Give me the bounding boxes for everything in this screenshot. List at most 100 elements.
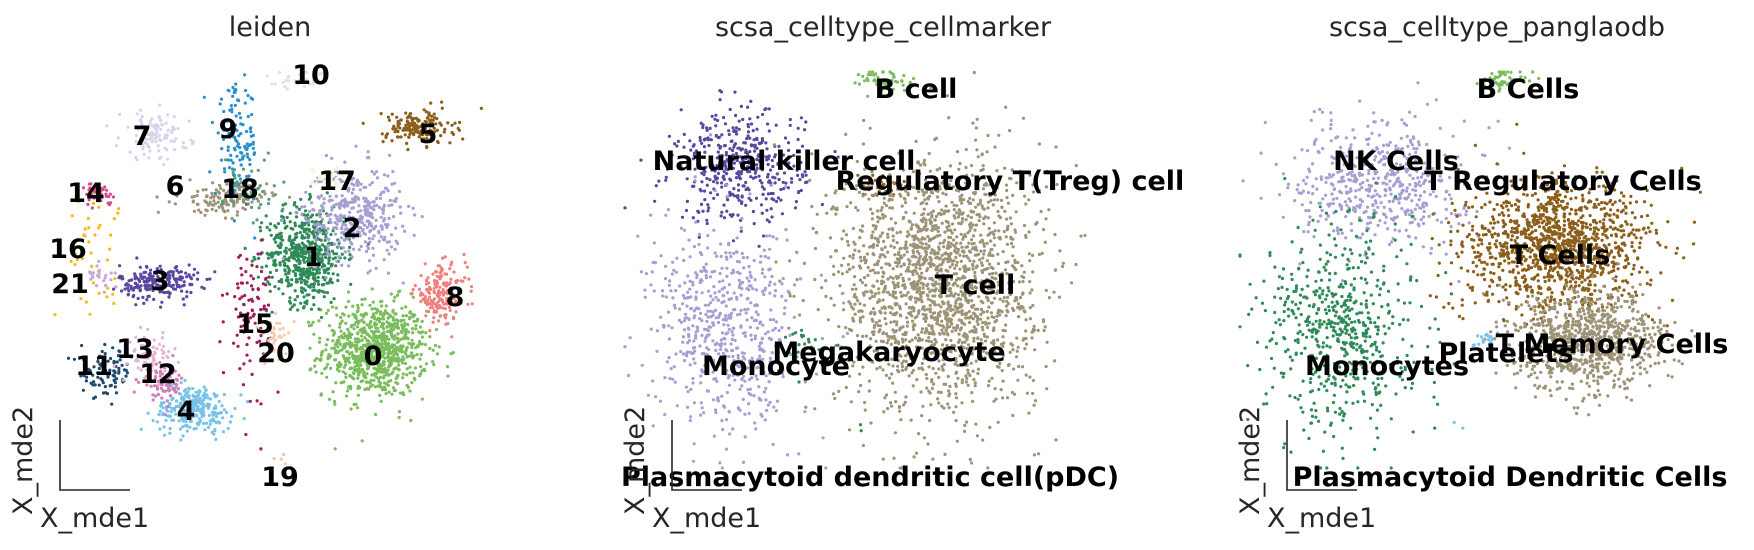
data-point	[171, 126, 175, 130]
data-point	[238, 158, 242, 162]
data-point	[107, 203, 112, 207]
data-point	[127, 289, 131, 293]
data-point	[1030, 288, 1034, 292]
data-point	[306, 218, 310, 223]
data-point	[292, 253, 296, 257]
data-point	[170, 406, 174, 410]
data-point	[84, 300, 88, 304]
data-point	[871, 268, 875, 272]
data-point	[992, 243, 997, 247]
cluster-label-8: 8	[446, 282, 465, 313]
data-point	[83, 227, 87, 231]
data-point	[889, 244, 893, 248]
data-point	[245, 343, 249, 347]
data-point	[375, 176, 380, 180]
data-point	[334, 351, 338, 355]
data-point	[161, 344, 165, 348]
data-point	[412, 125, 416, 129]
data-point	[902, 253, 906, 257]
data-point	[968, 259, 972, 263]
data-point	[787, 326, 791, 330]
data-point	[320, 225, 324, 229]
data-point	[299, 289, 304, 293]
data-point	[915, 451, 919, 455]
data-point	[314, 370, 318, 374]
data-point	[369, 319, 373, 324]
data-point	[145, 288, 149, 292]
data-point	[714, 134, 719, 138]
data-point	[769, 207, 773, 211]
cluster-label-7: 7	[133, 121, 152, 152]
data-point	[746, 130, 751, 134]
data-point	[326, 247, 330, 251]
data-point	[993, 229, 997, 233]
data-point	[680, 215, 685, 219]
data-point	[972, 377, 976, 382]
data-point	[799, 116, 804, 120]
data-point	[393, 334, 397, 338]
data-point	[208, 170, 212, 174]
data-point	[849, 201, 853, 205]
data-point	[406, 148, 410, 152]
data-point	[700, 141, 704, 145]
data-point	[164, 418, 168, 422]
cluster-label-4: 4	[177, 396, 196, 427]
data-point	[796, 190, 801, 195]
data-point	[397, 415, 401, 420]
data-point	[258, 225, 262, 229]
data-point	[371, 253, 375, 257]
data-point	[346, 290, 351, 294]
data-point	[402, 126, 406, 130]
data-point	[891, 381, 895, 385]
data-point	[374, 329, 378, 333]
data-point	[141, 275, 145, 279]
data-point	[1009, 222, 1014, 226]
data-point	[764, 197, 768, 201]
data-point	[441, 288, 445, 292]
data-point	[377, 205, 381, 209]
data-point	[784, 181, 788, 185]
data-point	[203, 213, 207, 217]
data-point	[239, 266, 243, 270]
data-point	[424, 282, 429, 286]
data-point	[322, 290, 327, 294]
data-point	[698, 187, 702, 192]
data-point	[328, 198, 332, 203]
data-point	[216, 420, 220, 424]
data-point	[185, 275, 189, 279]
data-point	[350, 323, 354, 328]
data-point	[924, 221, 928, 225]
data-point	[112, 217, 116, 221]
data-point	[325, 375, 329, 379]
data-point	[395, 323, 399, 327]
data-point	[925, 202, 929, 206]
data-point	[411, 331, 415, 335]
data-point	[355, 355, 359, 359]
data-point	[295, 254, 300, 259]
data-point	[379, 399, 383, 403]
data-point	[639, 158, 643, 162]
data-point	[359, 182, 363, 186]
data-point	[376, 317, 380, 321]
data-point	[676, 139, 681, 143]
data-point	[139, 427, 143, 431]
data-point	[309, 307, 314, 311]
data-point	[342, 342, 346, 346]
data-point	[312, 282, 316, 286]
data-point	[125, 371, 129, 375]
data-point	[744, 180, 748, 185]
data-point	[130, 278, 134, 282]
data-point	[401, 281, 405, 285]
data-point	[887, 198, 891, 202]
data-point	[443, 255, 447, 259]
data-point	[911, 263, 915, 267]
data-point	[710, 114, 714, 118]
data-point	[449, 277, 453, 281]
data-point	[53, 313, 57, 317]
data-point	[914, 139, 918, 143]
data-point	[423, 295, 427, 299]
data-point	[378, 196, 382, 201]
data-point	[954, 392, 958, 396]
data-point	[380, 316, 384, 320]
data-point	[333, 242, 337, 246]
